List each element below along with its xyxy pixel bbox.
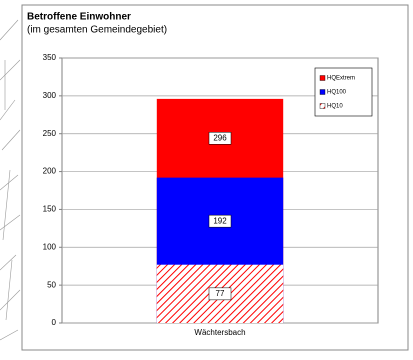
y-tick-label: 50 <box>47 280 56 289</box>
value-label: 77 <box>216 289 225 298</box>
chart-title: Betroffene Einwohner <box>27 12 131 23</box>
legend-swatch <box>319 75 326 81</box>
x-tick-label: Wächtersbach <box>194 328 245 337</box>
legend-label: HQ100 <box>327 90 347 96</box>
y-tick-label: 350 <box>43 53 57 62</box>
map-background <box>0 19 21 341</box>
legend-label: HQ10 <box>327 104 343 110</box>
y-tick-label: 300 <box>43 91 57 100</box>
y-tick-label: 200 <box>43 167 57 176</box>
chart-subtitle: (im gesamten Gemeindegebiet) <box>27 25 167 36</box>
value-label: 192 <box>213 216 227 225</box>
legend-swatch <box>319 103 326 109</box>
y-tick-label: 0 <box>52 318 57 327</box>
y-tick-label: 150 <box>43 205 57 214</box>
value-label-box <box>208 214 232 228</box>
legend-swatch <box>319 89 326 95</box>
legend-label: HQExtrem <box>327 76 355 82</box>
y-tick-label: 250 <box>43 129 57 138</box>
value-label-box <box>208 132 232 145</box>
value-label-box <box>208 287 232 301</box>
value-label: 296 <box>213 133 227 142</box>
y-tick-label: 100 <box>43 242 57 251</box>
